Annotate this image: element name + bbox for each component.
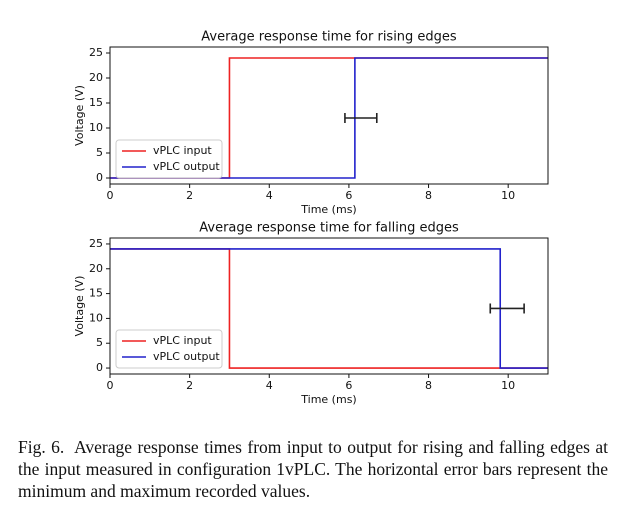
x-axis-label: Time (ms) [300,203,356,216]
y-tick-label: 25 [89,237,103,250]
y-axis-label: Voltage (V) [73,85,86,146]
x-tick-label: 4 [266,189,273,202]
x-tick-label: 8 [425,379,432,392]
legend-label: vPLC input [153,334,212,347]
y-tick-label: 15 [89,96,103,109]
x-tick-label: 4 [266,379,273,392]
axes-frame [109,237,549,375]
caption: Fig. 6. Average response times from inpu… [18,437,613,501]
legend-box [115,329,223,369]
y-tick-label: 5 [96,336,103,349]
x-axis-label: Time (ms) [300,393,356,406]
x-tick-label: 8 [425,189,432,202]
x-tick-label: 6 [345,379,352,392]
y-tick-label: 20 [89,262,103,275]
x-tick-label: 6 [345,189,352,202]
chart-title: Average response time for rising edges [201,30,457,45]
y-tick-label: 0 [96,171,103,184]
legend-label: vPLC output [153,350,220,363]
chart-title: Average response time for falling edges [199,221,459,236]
legend-label: vPLC input [153,144,212,157]
figure: Average response time for rising edges Ti… [73,30,549,406]
legend-label: vPLC output [153,160,220,173]
y-axis-label: Voltage (V) [73,276,86,337]
x-tick-label: 0 [107,379,114,392]
x-tick-label: 2 [186,379,193,392]
y-tick-label: 0 [96,361,103,374]
x-tick-label: 10 [501,189,515,202]
y-tick-label: 10 [89,121,103,134]
y-tick-label: 15 [89,287,103,300]
x-tick-label: 2 [186,189,193,202]
y-tick-label: 5 [96,146,103,159]
x-tick-label: 10 [501,379,515,392]
axes-frame [109,46,549,185]
y-tick-label: 25 [89,46,103,59]
x-tick-label: 0 [107,189,114,202]
y-tick-label: 10 [89,311,103,324]
legend-box [115,139,223,179]
y-tick-label: 20 [89,71,103,84]
